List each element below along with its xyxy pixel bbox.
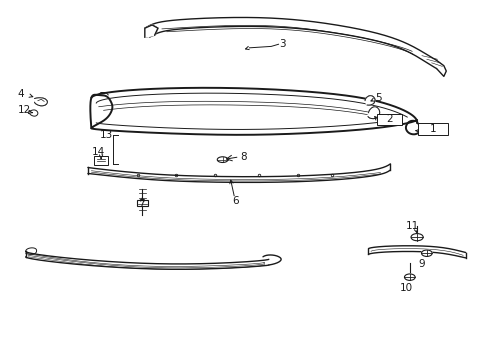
Text: 6: 6 xyxy=(232,197,239,206)
Text: 13: 13 xyxy=(100,130,113,140)
Ellipse shape xyxy=(410,234,422,241)
Polygon shape xyxy=(34,98,47,106)
Text: 10: 10 xyxy=(399,283,412,293)
Text: 2: 2 xyxy=(385,114,392,124)
Polygon shape xyxy=(365,96,374,105)
Ellipse shape xyxy=(217,157,227,162)
Text: 3: 3 xyxy=(279,39,285,49)
FancyBboxPatch shape xyxy=(94,157,108,165)
Text: 8: 8 xyxy=(240,152,247,162)
Text: 12: 12 xyxy=(18,105,31,115)
Ellipse shape xyxy=(404,274,414,280)
Text: 7: 7 xyxy=(138,199,144,209)
Polygon shape xyxy=(95,157,107,164)
FancyBboxPatch shape xyxy=(137,200,147,206)
Text: 11: 11 xyxy=(405,221,418,231)
FancyBboxPatch shape xyxy=(417,123,447,135)
Text: 5: 5 xyxy=(374,93,381,103)
Text: 14: 14 xyxy=(91,147,104,157)
Text: 1: 1 xyxy=(429,124,435,134)
Text: 9: 9 xyxy=(418,259,425,269)
Polygon shape xyxy=(144,25,158,37)
FancyBboxPatch shape xyxy=(376,113,401,125)
Polygon shape xyxy=(367,107,379,118)
Ellipse shape xyxy=(421,250,431,256)
Text: 4: 4 xyxy=(18,89,24,99)
